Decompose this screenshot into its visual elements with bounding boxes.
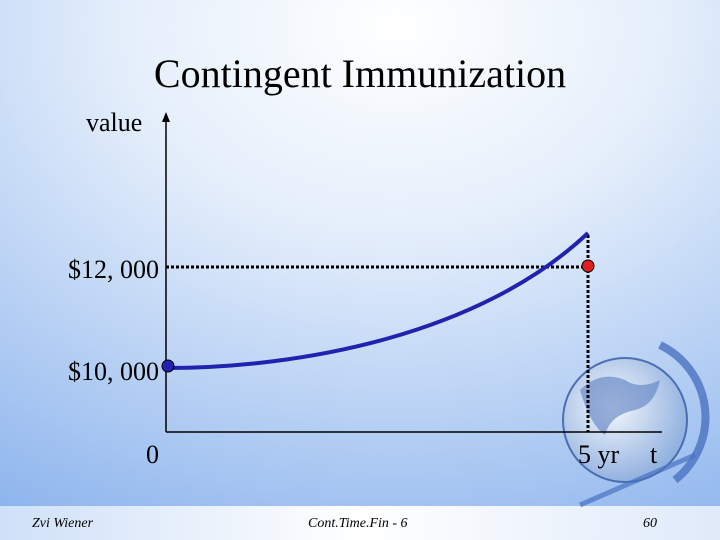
value-curve [165,231,590,370]
label: 0 [146,440,159,469]
x-axis-label: t [650,440,658,469]
start-point [161,359,175,373]
globe-icon [562,341,710,508]
y-axis-arrow [162,112,170,122]
target-point [581,259,595,273]
footer-course: Cont.Time.Fin - 6 [308,516,408,531]
footer-author: Zvi Wiener [32,516,94,531]
title: Contingent Immunization [154,51,566,96]
label: 5 yr [578,440,620,469]
footer-page: 60 [643,516,657,531]
label: $12, 000 [68,255,159,284]
footer-bar [0,506,720,540]
y-axis-label: value [86,108,142,137]
label: $10, 000 [68,357,159,386]
